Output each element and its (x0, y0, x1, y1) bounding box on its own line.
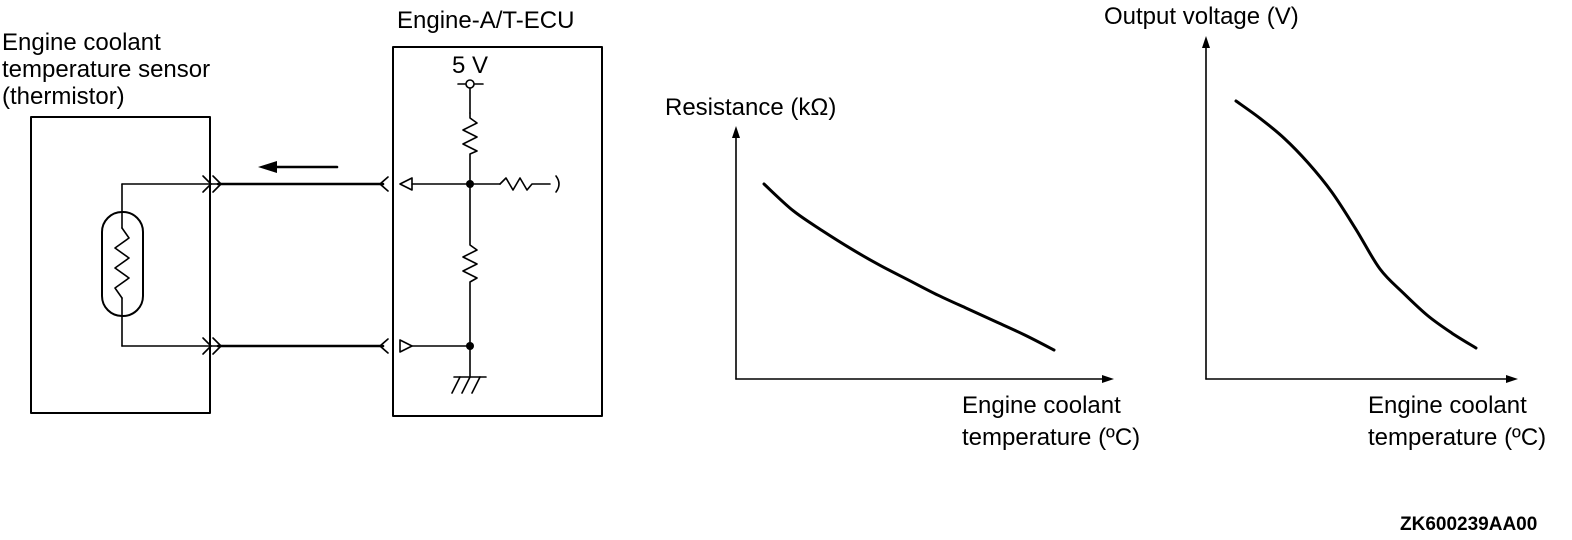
sensor-internal-wiring (121, 183, 219, 347)
lower-resistor (462, 183, 478, 347)
sensor-label-line-2: temperature sensor (2, 56, 211, 83)
harness-wires (216, 176, 389, 354)
resistance-x-axis-label-line-2: temperature (ºC) (962, 424, 1141, 451)
supply-voltage-label: 5 V (452, 52, 489, 79)
signal-resistor (499, 175, 560, 193)
supply-terminal (457, 79, 484, 114)
signal-direction-arrow (258, 161, 339, 173)
figure-code: ZK600239AA00 (1400, 514, 1538, 535)
ecu-terminals (399, 177, 413, 353)
ecu-housing (392, 46, 603, 417)
connector-pins (202, 175, 222, 355)
sensor-label-line-1: Engine coolant (2, 29, 161, 56)
resistance-y-axis-label: Resistance (kΩ) (665, 94, 837, 121)
thermistor-symbol (101, 183, 144, 347)
ecu-internal-wiring (411, 183, 501, 347)
voltage-chart-axes (1202, 36, 1518, 383)
voltage-curve (1234, 99, 1478, 350)
ground-symbol (451, 345, 487, 394)
resistance-x-axis-label-line-1: Engine coolant (962, 392, 1121, 419)
voltage-x-axis-label-line-2: temperature (ºC) (1368, 424, 1547, 451)
ecu-label: Engine-A/T-ECU (397, 7, 575, 34)
sensor-housing (30, 116, 211, 414)
voltage-y-axis-label: Output voltage (V) (1104, 3, 1299, 30)
pull-up-resistor (462, 112, 478, 185)
sensor-label-line-3: (thermistor) (2, 83, 125, 110)
resistance-curve (762, 182, 1056, 352)
resistance-chart-axes (732, 126, 1114, 383)
voltage-x-axis-label-line-1: Engine coolant (1368, 392, 1527, 419)
